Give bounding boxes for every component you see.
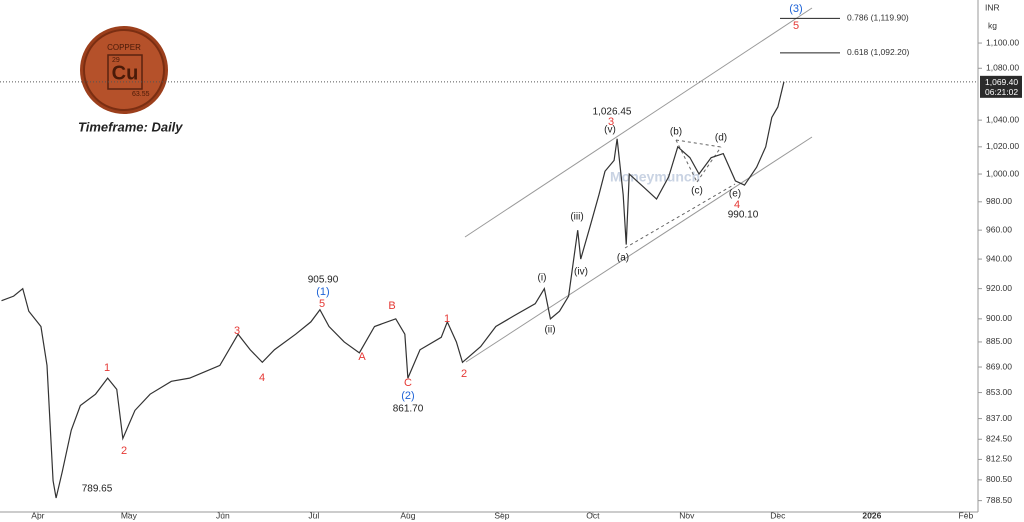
wave-label: 1 — [444, 313, 450, 325]
y-tick-label: 1,040.00 — [986, 114, 1019, 124]
y-tick-label: 869.00 — [986, 361, 1012, 371]
y-tick-label: 853.00 — [986, 387, 1012, 397]
wave-label: 1,026.45 — [593, 107, 632, 118]
countdown: 06:21:02 — [985, 87, 1018, 97]
logo-number: 29 — [112, 57, 120, 64]
wave-label: (e) — [729, 189, 741, 200]
wave-label: (1) — [316, 286, 329, 298]
logo-symbol: Cu — [112, 62, 139, 84]
logo-name: COPPER — [107, 43, 141, 52]
fib-label: 0.618 (1,092.20) — [847, 47, 910, 57]
wave-label: 1 — [104, 362, 110, 374]
last-price-box — [980, 75, 1022, 98]
x-tick-label: Feb — [959, 510, 974, 520]
y-tick-label: 788.50 — [986, 495, 1012, 505]
timeframe: Timeframe: Daily — [78, 119, 183, 134]
wave-label: 3 — [234, 325, 240, 337]
y-tick-label: 980.00 — [986, 196, 1012, 206]
wave-label: (3) — [789, 3, 802, 15]
wave-label: 5 — [319, 298, 325, 310]
price-line — [1, 81, 785, 499]
wave-label: (v) — [604, 125, 616, 136]
x-tick-label: Jul — [308, 510, 319, 520]
x-tick-label: Oct — [586, 510, 600, 520]
logo-mass: 63.55 — [132, 91, 150, 98]
y-tick-label: 812.50 — [986, 454, 1012, 464]
wave-label: 4 — [734, 199, 740, 211]
x-tick-label: Dec — [770, 510, 786, 520]
wave-label: A — [358, 351, 366, 363]
y-tick-label: 1,080.00 — [986, 63, 1019, 73]
wave-label: 2 — [461, 368, 467, 380]
x-tick-label: 2026 — [862, 510, 881, 520]
y-tick-label: 920.00 — [986, 283, 1012, 293]
wave-label: (iv) — [574, 267, 588, 278]
x-tick-label: May — [121, 510, 138, 520]
wave-label: (a) — [617, 253, 629, 264]
wave-label: (b) — [670, 127, 682, 138]
x-tick-label: Sep — [494, 510, 509, 520]
wave-label: 3 — [608, 116, 614, 128]
wave-label: B — [388, 300, 395, 312]
y-tick-label: 960.00 — [986, 224, 1012, 234]
fib-label: 0.786 (1,119.90) — [847, 13, 909, 23]
y-tick-label: 837.00 — [986, 413, 1012, 423]
y-tick-label: 885.00 — [986, 336, 1012, 346]
y-tick-label: 940.00 — [986, 253, 1012, 263]
unit: kg — [988, 20, 997, 30]
wave-label: 2 — [121, 445, 127, 457]
wave-label: 990.10 — [728, 210, 759, 221]
wave-label: 4 — [259, 372, 265, 384]
watermark: Moneymunch — [610, 169, 700, 185]
last-price-label: 1,069.40 — [985, 77, 1018, 87]
y-tick-label: 1,000.00 — [986, 168, 1019, 178]
y-tick-label: 800.50 — [986, 474, 1012, 484]
wave-label: C — [404, 377, 412, 389]
x-tick-label: Aug — [400, 510, 415, 520]
wave-label: 905.90 — [308, 275, 339, 286]
x-tick-label: Nov — [679, 510, 695, 520]
channel — [464, 7, 813, 363]
y-tick-label: 900.00 — [986, 313, 1012, 323]
y-tick-label: 824.50 — [986, 434, 1012, 444]
triangle — [624, 139, 736, 249]
wave-label: 5 — [793, 20, 799, 32]
wave-label: 789.65 — [82, 484, 113, 495]
x-tick-label: Apr — [31, 510, 44, 520]
wave-label: (i) — [538, 273, 547, 284]
wave-label: (iii) — [570, 212, 583, 223]
logo: COPPER Cu 29 63.55 — [80, 26, 168, 114]
wave-label: (2) — [401, 390, 414, 402]
x-tick-label: Jun — [216, 510, 230, 520]
wave-label: (ii) — [544, 325, 555, 336]
y-tick-label: 1,020.00 — [986, 141, 1019, 151]
wave-label: (c) — [691, 186, 703, 197]
wave-label: 861.70 — [393, 404, 424, 415]
currency: INR — [985, 2, 1000, 12]
y-tick-label: 1,100.00 — [986, 37, 1019, 47]
wave-label: (d) — [715, 133, 727, 144]
